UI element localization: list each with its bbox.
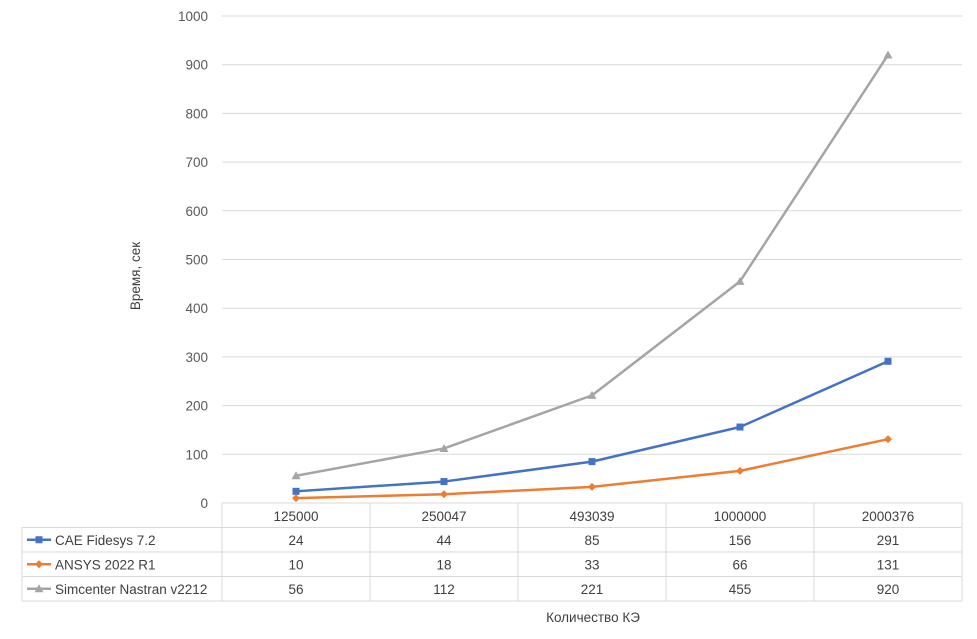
y-axis-title: Время, сек [128, 242, 143, 310]
y-tick-label: 1000 [178, 9, 208, 24]
data-label: 291 [877, 533, 900, 548]
data-point [736, 423, 744, 431]
data-label: 131 [877, 557, 900, 572]
data-label: 156 [729, 533, 752, 548]
data-label: 24 [288, 533, 304, 548]
series-line [295, 360, 889, 493]
series-line [295, 54, 890, 477]
data-point [439, 443, 449, 452]
series-lines [295, 54, 890, 500]
legend-entry: ANSYS 2022 R1 [55, 557, 156, 572]
data-point [884, 435, 892, 444]
data-label: 85 [584, 533, 599, 548]
y-tick-label: 300 [185, 350, 208, 365]
data-point [736, 466, 744, 475]
data-point [440, 478, 448, 486]
legend-entry: Simcenter Nastran v2212 [55, 582, 207, 597]
data-point [291, 471, 301, 480]
y-tick-label: 200 [185, 399, 208, 414]
data-point [440, 490, 448, 499]
legend-key-marker [34, 584, 44, 593]
legend-key-marker [35, 560, 43, 569]
data-label: 455 [729, 582, 752, 597]
data-label: 33 [584, 557, 599, 572]
legend-key-marker [35, 536, 43, 544]
gridlines [222, 15, 962, 455]
data-point [735, 276, 745, 285]
data-label: 112 [433, 582, 455, 597]
data-label: 66 [732, 557, 747, 572]
y-tick-label: 100 [185, 447, 208, 462]
y-axis-ticks: 0 100 200 300 400 500 600 700 800 900 1000 [178, 9, 208, 511]
data-label: 18 [436, 557, 451, 572]
data-label: 56 [288, 582, 303, 597]
x-tick-label: 493039 [569, 509, 614, 524]
data-label: 44 [436, 533, 452, 548]
y-tick-label: 800 [185, 106, 208, 121]
data-point [588, 458, 596, 466]
y-tick-label: 900 [185, 58, 208, 73]
legend-entry: CAE Fidesys 7.2 [55, 533, 156, 548]
data-table: 125000 250047 493039 1000000 2000376 CAE Fide… [21, 502, 963, 602]
y-tick-label: 600 [185, 204, 208, 219]
data-point [292, 494, 300, 503]
data-label: 10 [288, 557, 303, 572]
series-markers [291, 50, 893, 503]
data-label: 221 [581, 582, 604, 597]
y-tick-label: 500 [185, 253, 208, 268]
y-tick-label: 400 [185, 301, 208, 316]
data-point [588, 482, 596, 491]
data-point [884, 357, 892, 365]
y-tick-label: 0 [200, 496, 208, 511]
data-label: 920 [877, 582, 900, 597]
x-tick-label: 2000376 [862, 509, 915, 524]
x-tick-label: 125000 [273, 509, 318, 524]
data-point [292, 487, 300, 495]
x-tick-label: 1000000 [714, 509, 767, 524]
y-tick-label: 700 [185, 155, 208, 170]
x-tick-label: 250047 [421, 509, 466, 524]
data-point [587, 390, 597, 399]
data-point [883, 50, 893, 59]
x-axis-title: Количество КЭ [546, 610, 640, 625]
